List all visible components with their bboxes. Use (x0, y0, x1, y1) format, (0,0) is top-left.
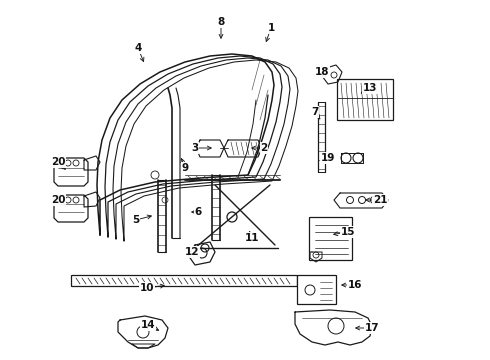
Text: 18: 18 (315, 67, 329, 77)
FancyBboxPatch shape (338, 80, 393, 121)
Text: 16: 16 (348, 280, 362, 290)
Text: 10: 10 (140, 283, 154, 293)
Text: 15: 15 (341, 227, 355, 237)
Text: 17: 17 (365, 323, 379, 333)
FancyBboxPatch shape (297, 275, 337, 305)
Text: 13: 13 (363, 83, 377, 93)
FancyBboxPatch shape (310, 217, 352, 261)
Text: 5: 5 (132, 215, 140, 225)
Text: 3: 3 (192, 143, 198, 153)
Text: 14: 14 (141, 320, 155, 330)
Text: 12: 12 (185, 247, 199, 257)
Text: 6: 6 (195, 207, 201, 217)
Text: 20: 20 (51, 157, 65, 167)
Text: 9: 9 (181, 163, 189, 173)
Text: 19: 19 (321, 153, 335, 163)
Text: 7: 7 (311, 107, 318, 117)
Text: 11: 11 (245, 233, 259, 243)
FancyBboxPatch shape (72, 275, 297, 287)
Text: 8: 8 (218, 17, 224, 27)
Text: 1: 1 (268, 23, 274, 33)
Text: 20: 20 (51, 195, 65, 205)
Text: 4: 4 (134, 43, 142, 53)
Text: 21: 21 (373, 195, 387, 205)
Text: 2: 2 (260, 143, 268, 153)
